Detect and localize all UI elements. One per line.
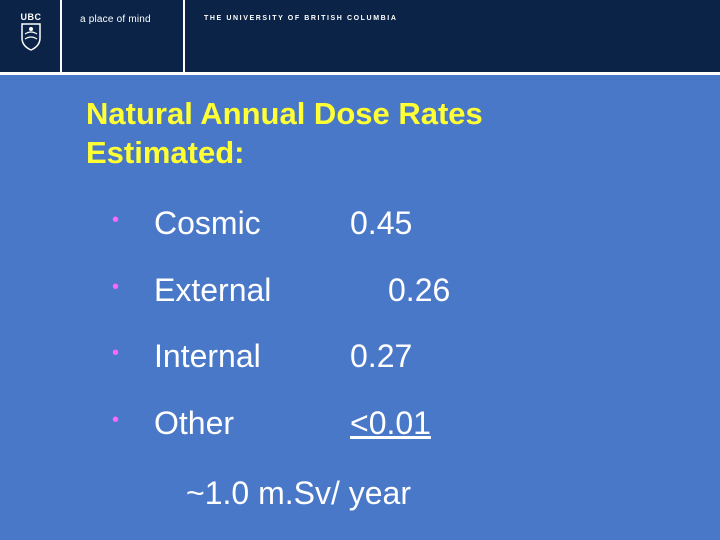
title-line-2: Estimated: [86,135,245,170]
ubc-logo: UBC [16,12,46,52]
total-dose-summary: ~1.0 m.Sv/ year [186,475,411,511]
header-divider [60,0,62,72]
header-divider [183,0,185,72]
item-label: External [154,272,272,308]
item-value: 0.45 [350,205,413,241]
item-value: 0.27 [350,338,413,374]
item-label: Other [154,405,235,441]
title-line-1: Natural Annual Dose Rates [86,96,483,131]
header-underline [0,72,720,75]
bullet-icon: • [112,276,120,298]
crest-icon [21,23,41,51]
tagline: a place of mind [80,14,151,25]
header-bar: UBC a place of mind THE UNIVERSITY OF BR… [0,0,720,75]
slide-title: Natural Annual Dose Rates Estimated: [86,94,483,172]
item-label: Internal [154,338,261,374]
item-value: 0.26 [388,272,451,308]
item-value: <0.01 [350,405,431,441]
logo-text: UBC [20,12,42,22]
item-label: Cosmic [154,205,261,241]
university-name: THE UNIVERSITY OF BRITISH COLUMBIA [204,15,398,22]
bullet-icon: • [112,209,120,231]
bullet-icon: • [112,342,120,364]
bullet-icon: • [112,409,120,431]
